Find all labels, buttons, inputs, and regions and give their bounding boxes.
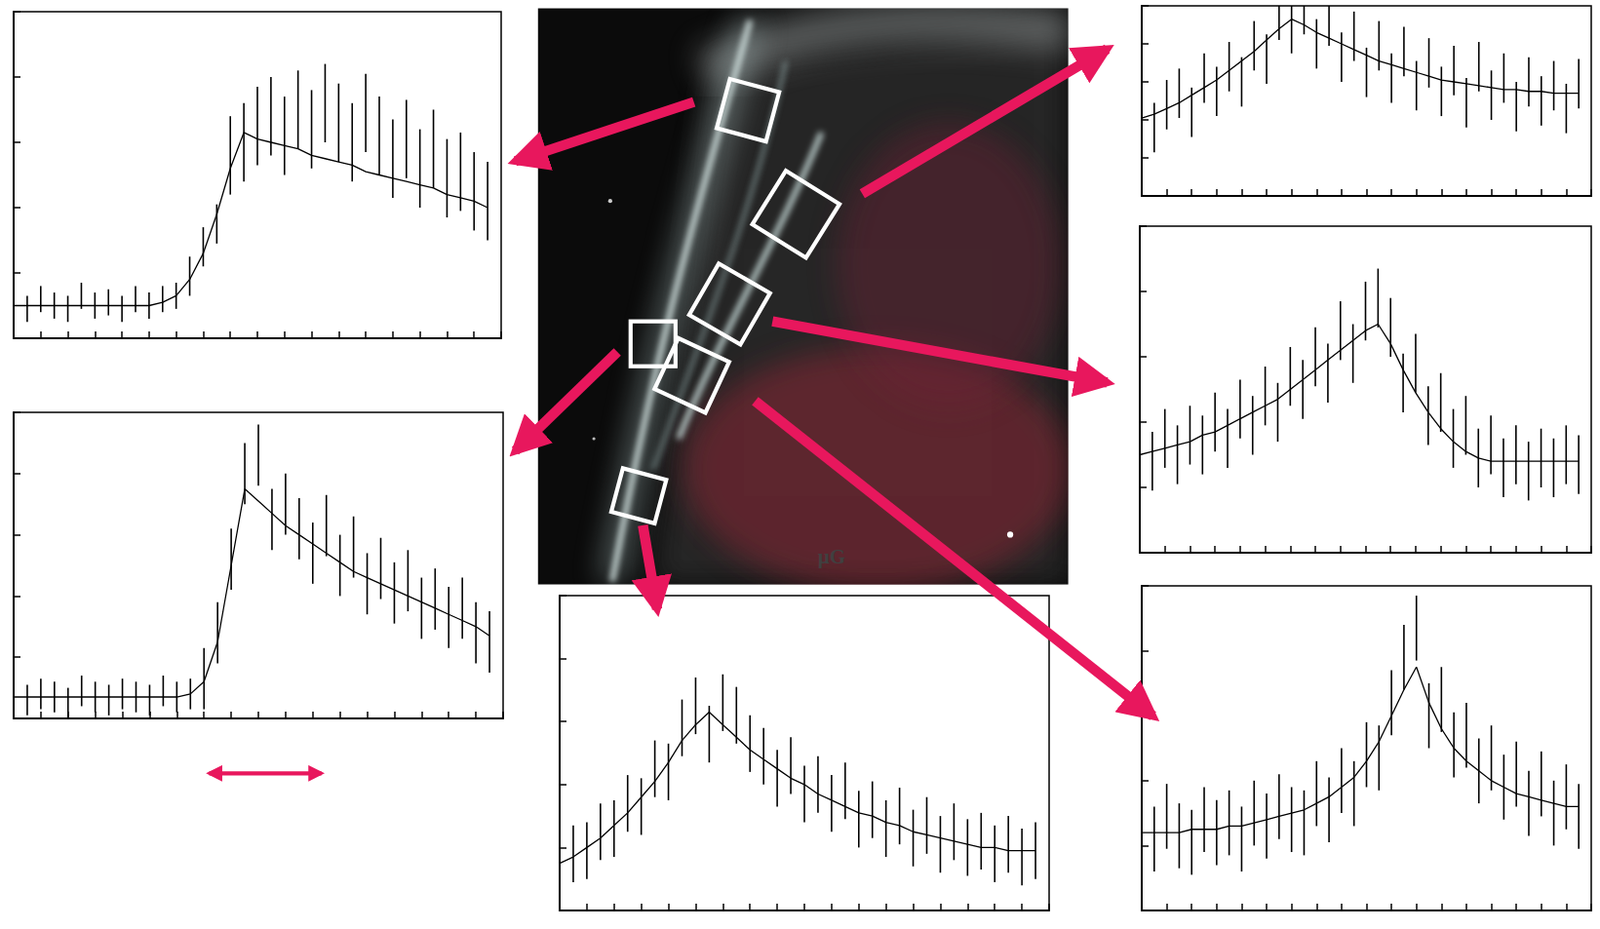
svg-text:μG: μG bbox=[818, 545, 846, 569]
